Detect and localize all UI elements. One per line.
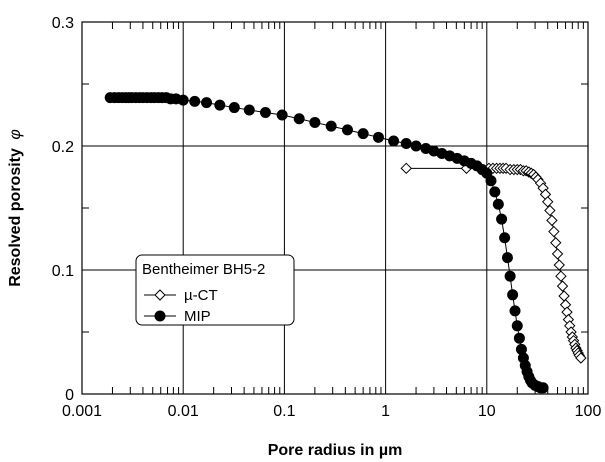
data-point xyxy=(553,259,565,271)
data-point xyxy=(546,214,558,227)
grid xyxy=(81,21,589,395)
x-tick-labels: 0.001 0.01 0.1 1 10 100 xyxy=(62,403,601,420)
data-point xyxy=(309,116,321,128)
legend-entry: µ-CT xyxy=(144,287,218,304)
legend-label: µ-CT xyxy=(184,287,218,304)
legend-marker xyxy=(154,289,166,301)
data-point xyxy=(325,120,337,132)
x-tick-label: 0.1 xyxy=(273,403,295,420)
data-point xyxy=(511,320,523,332)
data-point xyxy=(485,175,497,187)
data-point xyxy=(509,305,521,317)
y-tick-label: 0.3 xyxy=(52,15,74,32)
x-tick-label: 0.001 xyxy=(62,403,102,420)
data-point xyxy=(556,280,569,292)
legend-label: MIP xyxy=(184,308,211,325)
data-point xyxy=(228,102,240,114)
x-tick-label: 1 xyxy=(381,403,390,420)
data-point xyxy=(410,140,422,152)
data-point xyxy=(276,109,288,121)
data-point xyxy=(214,99,226,111)
x-tick-label: 10 xyxy=(478,403,496,420)
y-tick-label: 0.2 xyxy=(52,139,74,156)
series-ct xyxy=(400,162,587,364)
data-point xyxy=(558,290,570,302)
data-point xyxy=(293,113,305,125)
data-point xyxy=(189,95,201,107)
legend-title: Bentheimer BH5-2 xyxy=(142,261,265,278)
data-point xyxy=(513,332,525,344)
data-point xyxy=(542,196,554,208)
x-axis-title: Pore radius in µm xyxy=(268,442,403,459)
data-point xyxy=(551,248,564,260)
data-point xyxy=(499,232,511,244)
data-point xyxy=(489,186,501,198)
y-tick-labels: 0 0.1 0.2 0.3 xyxy=(52,15,74,404)
series-mip xyxy=(104,92,549,394)
data-point xyxy=(504,270,516,282)
data-point xyxy=(357,128,369,140)
plot-frame xyxy=(81,21,589,395)
legend-entries: µ-CT MIP xyxy=(144,287,218,325)
data-point xyxy=(201,97,213,109)
y-axis-title-symbol: φ xyxy=(7,129,24,139)
legend-marker xyxy=(154,310,166,322)
series-layer xyxy=(104,92,587,394)
x-tick-label: 100 xyxy=(575,403,602,420)
data-point xyxy=(243,104,255,116)
data-point xyxy=(177,94,189,106)
data-point xyxy=(550,237,562,249)
y-tick-label: 0.1 xyxy=(52,263,74,280)
x-tick-label: 0.01 xyxy=(168,403,199,420)
data-point xyxy=(555,270,567,282)
data-point xyxy=(507,289,519,301)
legend-entry: MIP xyxy=(144,308,211,325)
y-axis-title: Resolved porosity φ xyxy=(7,129,24,287)
data-point xyxy=(259,107,271,119)
data-point xyxy=(341,124,353,136)
data-point xyxy=(501,252,513,264)
data-point xyxy=(400,162,412,175)
data-point xyxy=(388,135,400,147)
data-point xyxy=(496,213,508,225)
y-tick-label: 0 xyxy=(65,387,74,404)
legend: Bentheimer BH5-2 µ-CT MIP xyxy=(135,254,295,326)
data-point xyxy=(548,225,560,238)
legend-box xyxy=(135,254,295,326)
data-point xyxy=(544,204,556,217)
y-axis-title-text: Resolved porosity xyxy=(7,148,24,287)
data-point xyxy=(575,352,587,364)
data-point xyxy=(537,382,549,394)
series-line xyxy=(110,97,544,389)
data-point xyxy=(400,138,412,150)
data-point xyxy=(372,131,384,143)
data-point xyxy=(492,198,504,210)
minor-ticks xyxy=(82,22,588,394)
